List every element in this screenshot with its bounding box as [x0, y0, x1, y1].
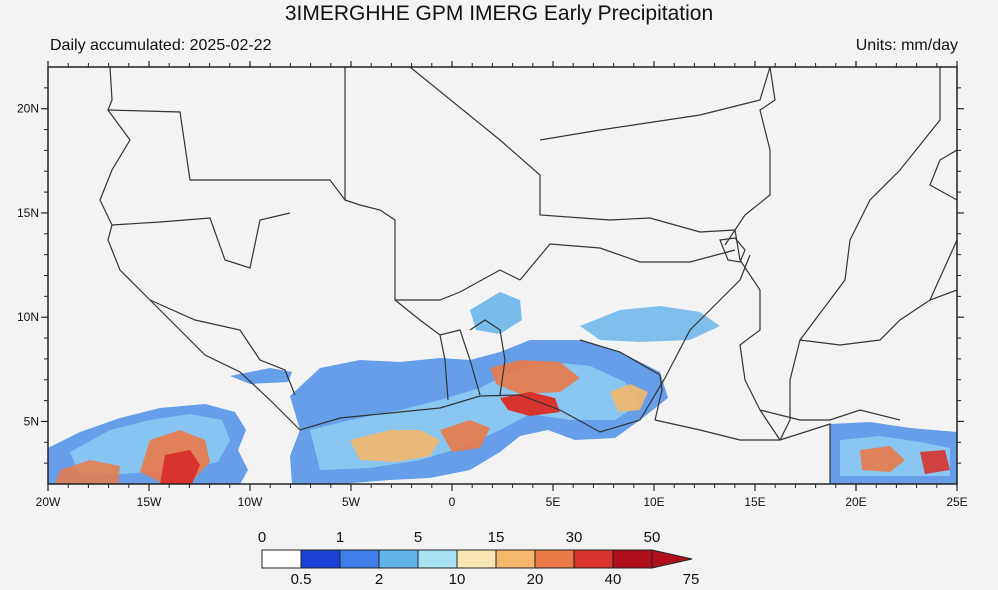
- border-nigeria-cameroon: [579, 339, 663, 421]
- rain-core-west-2: [55, 460, 120, 484]
- date-label: Daily accumulated: 2025-02-22: [50, 37, 272, 54]
- border-guinea: [149, 299, 296, 396]
- colorbar-bottom-label: 20: [527, 571, 544, 588]
- border-car: [759, 409, 901, 421]
- country-borders: [99, 67, 957, 484]
- x-axis: 20W 15W 10W 5W 0 5E 10E 15E 20E 25E: [36, 61, 968, 509]
- border-gabon-congo: [654, 419, 831, 484]
- x-tick-label: 5W: [342, 495, 361, 509]
- map-title: 3IMERGHHE GPM IMERG Early Precipitation: [284, 2, 714, 25]
- x-tick-label: 10W: [238, 495, 263, 509]
- border-egypt-sudan: [724, 67, 776, 246]
- colorbar-bottom-label: 0.5: [291, 571, 312, 588]
- border-ghana-togo: [439, 334, 449, 401]
- x-tick-label: 10E: [643, 495, 664, 509]
- colorbar-swatch: [495, 549, 536, 569]
- x-tick-label: 0: [449, 495, 456, 509]
- colorbar-bottom-label: 40: [605, 571, 622, 588]
- rain-core-central-2: [440, 420, 490, 452]
- colorbar-top-label: 1: [336, 529, 344, 546]
- colorbar-top-label: 30: [566, 529, 583, 546]
- colorbar-top-label: 50: [644, 529, 661, 546]
- border-sudan-east: [779, 67, 941, 441]
- rain-core-central: [350, 430, 440, 462]
- colorbar-swatch: [534, 549, 575, 569]
- colorbar-swatch: [417, 549, 458, 569]
- border-mauritania-mali: [107, 67, 346, 202]
- y-tick-label: 5N: [24, 414, 39, 428]
- x-tick-label: 15E: [744, 495, 765, 509]
- colorbar-swatch: [339, 549, 380, 569]
- colorbar-swatch: [612, 549, 653, 569]
- rain-core-west-heavy: [160, 450, 200, 484]
- x-tick-label: 20W: [36, 495, 61, 509]
- border-ssudan: [799, 289, 957, 346]
- colorbar-swatch: [261, 549, 302, 569]
- x-tick-label: 20E: [845, 495, 866, 509]
- colorbar-swatch: [378, 549, 419, 569]
- border-senegal: [111, 212, 291, 269]
- colorbar-bottom-label: 10: [449, 571, 466, 588]
- colorbar-top-label: 0: [258, 529, 266, 546]
- border-benin-nigeria: [469, 319, 506, 396]
- border-niger-nigeria: [519, 243, 736, 281]
- x-tick-label: 15W: [137, 495, 162, 509]
- x-tick-label: 25E: [946, 495, 967, 509]
- colorbar-bottom-label: 75: [683, 571, 700, 588]
- rain-core-nigeria: [490, 360, 580, 394]
- colorbar-swatch: [456, 549, 497, 569]
- y-axis: 5N 10N 15N 20N: [17, 87, 964, 464]
- y-tick-label: 15N: [17, 206, 39, 220]
- rain-core-cameroon: [610, 384, 648, 412]
- rain-core-east: [860, 446, 905, 472]
- colorbar-top-label: 5: [414, 529, 422, 546]
- colorbar-swatch: [300, 549, 341, 569]
- rain-scatter-north: [470, 292, 522, 334]
- border-lake-chad: [719, 237, 746, 263]
- coastline: [99, 67, 751, 433]
- rain-core-east-2: [920, 450, 950, 474]
- colorbar-bottom-label: 2: [375, 571, 383, 588]
- border-algeria-niger: [409, 67, 736, 233]
- colorbar-arrow: [651, 549, 693, 569]
- precip-field: [48, 292, 957, 484]
- units-label: Units: mm/day: [855, 37, 958, 54]
- y-tick-label: 10N: [17, 310, 39, 324]
- rain-scatter-coast: [230, 368, 292, 384]
- border-libya: [539, 67, 771, 141]
- colorbar-top-label: 15: [488, 529, 505, 546]
- border-ethiopia: [929, 149, 957, 301]
- colorbar-swatch: [573, 549, 614, 569]
- rain-core-nigeria-heavy: [500, 392, 560, 416]
- x-tick-label: 5E: [546, 495, 561, 509]
- y-tick-label: 20N: [17, 102, 39, 116]
- border-burkina: [394, 299, 481, 396]
- rain-scatter-chad: [580, 306, 720, 342]
- border-chad: [734, 229, 781, 441]
